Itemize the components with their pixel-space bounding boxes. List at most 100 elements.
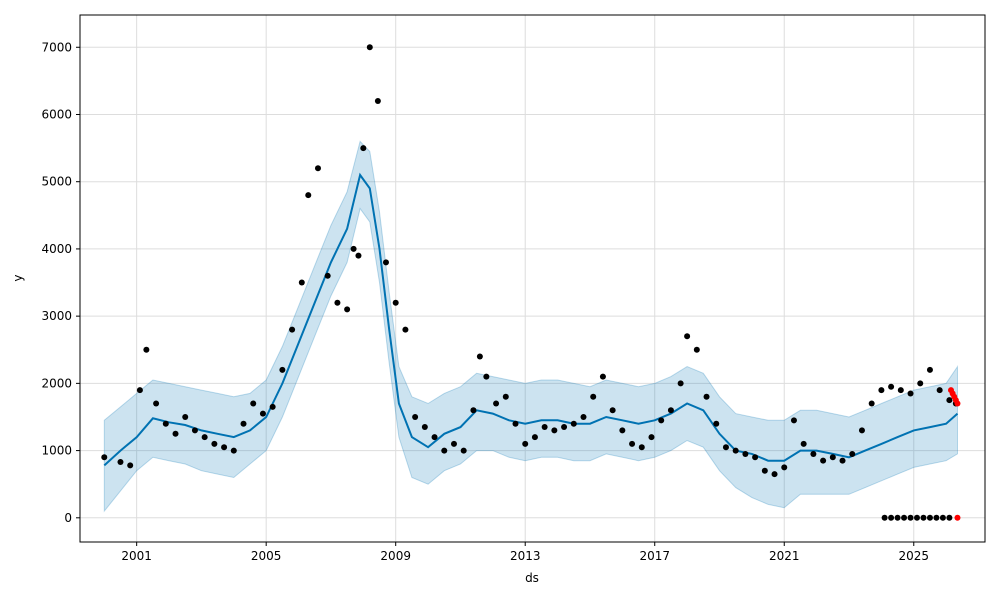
- observed-point: [450, 440, 457, 447]
- observed-point: [693, 346, 700, 353]
- observed-point: [897, 387, 904, 394]
- y-axis-label: y: [11, 274, 25, 281]
- observed-point: [259, 410, 266, 417]
- observed-point: [240, 420, 247, 427]
- observed-point: [269, 403, 276, 410]
- y-tick-label: 3000: [41, 309, 72, 323]
- observed-point: [771, 471, 778, 478]
- observed-point: [127, 462, 134, 469]
- observed-point: [590, 393, 597, 400]
- observed-point: [162, 420, 169, 427]
- observed-point: [713, 420, 720, 427]
- observed-point: [250, 400, 257, 407]
- observed-point: [374, 98, 381, 105]
- observed-point: [667, 407, 674, 414]
- observed-point: [201, 434, 208, 441]
- y-tick-label: 0: [64, 511, 72, 525]
- y-tick-label: 1000: [41, 444, 72, 458]
- x-tick-label: 2025: [898, 549, 929, 563]
- observed-point: [460, 447, 467, 454]
- observed-point: [153, 400, 160, 407]
- observed-point: [752, 454, 759, 461]
- observed-point: [599, 373, 606, 380]
- axes: 2001 2005 2009 2013 2017 2021 2025 0 1000 2000 300…: [41, 14, 986, 563]
- zero-point: [894, 514, 901, 521]
- x-tick-label: 2005: [251, 549, 282, 563]
- zero-point: [946, 514, 953, 521]
- observed-point: [493, 400, 500, 407]
- observed-point: [677, 380, 684, 387]
- observed-point: [551, 427, 558, 434]
- observed-point: [570, 420, 577, 427]
- observed-point: [609, 407, 616, 414]
- y-tick-label: 4000: [41, 242, 72, 256]
- zero-point: [901, 514, 908, 521]
- observed-point: [221, 444, 228, 451]
- zero-point: [920, 514, 927, 521]
- observed-point: [143, 346, 150, 353]
- observed-point: [421, 424, 428, 431]
- observed-point: [305, 192, 312, 199]
- observed-point: [868, 400, 875, 407]
- observed-point: [917, 380, 924, 387]
- observed-point: [531, 434, 538, 441]
- observed-point: [936, 387, 943, 394]
- x-tick-label: 2009: [380, 549, 411, 563]
- observed-point: [849, 450, 856, 457]
- observed-point: [101, 454, 108, 461]
- observed-point: [117, 459, 124, 466]
- observed-point: [324, 272, 331, 279]
- observed-point: [829, 454, 836, 461]
- plot-frame: [79, 14, 986, 543]
- observed-point: [402, 326, 409, 333]
- observed-point: [541, 424, 548, 431]
- observed-point: [878, 387, 885, 394]
- observed-point: [810, 450, 817, 457]
- observed-point: [230, 447, 237, 454]
- observed-point: [820, 457, 827, 464]
- observed-point: [279, 366, 286, 373]
- observed-point: [561, 424, 568, 431]
- observed-point: [522, 440, 529, 447]
- observed-point: [502, 393, 509, 400]
- observed-point: [350, 245, 357, 252]
- uncertainty-interval: [103, 140, 958, 513]
- x-tick-label: 2017: [639, 549, 670, 563]
- observed-point: [684, 333, 691, 340]
- observed-point: [314, 165, 321, 172]
- y-tick-label: 7000: [41, 40, 72, 54]
- holdout-point: [954, 514, 961, 521]
- observed-point: [858, 427, 865, 434]
- x-tick-label: 2013: [510, 549, 541, 563]
- observed-point: [658, 417, 665, 424]
- x-axis-label: ds: [525, 571, 539, 585]
- observed-point: [839, 457, 846, 464]
- observed-point: [580, 413, 587, 420]
- zero-point: [907, 514, 914, 521]
- x-tick-label: 2021: [769, 549, 800, 563]
- y-tick-label: 2000: [41, 376, 72, 390]
- observed-point: [382, 259, 389, 266]
- y-tick-label: 5000: [41, 175, 72, 189]
- observed-point: [907, 390, 914, 397]
- observed-point: [334, 299, 341, 306]
- observed-point: [722, 444, 729, 451]
- observed-point: [761, 467, 768, 474]
- observed-point: [470, 407, 477, 414]
- observed-point: [638, 444, 645, 451]
- observed-point: [182, 413, 189, 420]
- observed-point: [298, 279, 305, 286]
- observed-point: [360, 145, 367, 152]
- observed-point: [790, 417, 797, 424]
- interval-band: [103, 140, 958, 513]
- holdout-point: [954, 400, 961, 407]
- observed-point: [392, 299, 399, 306]
- observed-point: [781, 464, 788, 471]
- observed-point: [355, 252, 362, 259]
- observed-point: [289, 326, 296, 333]
- observed-point: [441, 447, 448, 454]
- observed-point: [191, 427, 198, 434]
- observed-point: [732, 447, 739, 454]
